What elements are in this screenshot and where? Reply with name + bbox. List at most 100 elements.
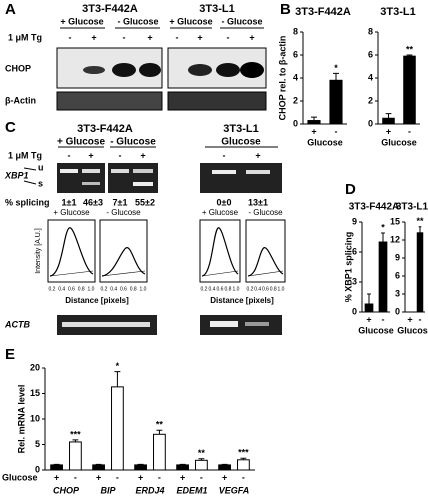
profile-frame	[199, 219, 241, 283]
y-tick-label: 20	[30, 362, 40, 372]
band	[82, 169, 100, 173]
profile-curve	[49, 227, 94, 277]
chart-title: 3T3-F442A	[349, 202, 400, 213]
error-bar	[221, 463, 228, 465]
arrows	[23, 167, 37, 185]
error-bar	[367, 293, 371, 304]
sign: +	[140, 150, 145, 160]
panel-label: A	[5, 1, 16, 18]
splicing-value: 7±1	[113, 197, 128, 207]
bar	[218, 464, 231, 471]
error-bar	[179, 463, 186, 465]
sign: +	[197, 32, 202, 42]
profile-tick: 0.4	[58, 286, 65, 292]
condition: + Glucose	[60, 16, 103, 26]
x-sign: -	[116, 472, 119, 482]
band	[82, 182, 100, 185]
sign: +	[249, 32, 254, 42]
error-bar	[198, 458, 205, 461]
x-sign: +	[180, 472, 185, 482]
x-tick-label: CHOP	[53, 485, 80, 495]
condition: - Glucose	[110, 137, 156, 148]
x-tick-label: -	[335, 126, 338, 136]
error-bar	[95, 463, 102, 465]
x-tick-label: +	[386, 126, 391, 136]
row-label: β-Actin	[5, 95, 36, 105]
profile-tick: 1.0	[278, 286, 285, 292]
cell-line: 3T3-L1	[199, 3, 234, 15]
band	[139, 63, 161, 77]
bar	[176, 464, 189, 471]
band	[133, 169, 153, 173]
profile-curve	[247, 247, 284, 277]
profile-title: + Glucose	[53, 208, 90, 217]
profile-tick: 0.2	[101, 286, 108, 292]
profile-title: - Glucose	[106, 208, 141, 217]
band	[212, 170, 236, 174]
band	[210, 321, 238, 327]
y-tick-label: 9	[395, 252, 400, 262]
band	[240, 62, 264, 78]
profile-frame	[245, 219, 286, 283]
profile-title: + Glucose	[202, 208, 239, 217]
x-tick-label: ERDJ4	[135, 485, 164, 495]
row-label: CHOP	[5, 63, 31, 73]
condition: + Glucose	[169, 16, 212, 26]
significance: **	[416, 216, 424, 226]
profile-xlabel: Distance [pixels]	[210, 296, 274, 305]
condition: Glucose	[221, 137, 261, 148]
x-tick-label: VEGFA	[219, 485, 250, 495]
condition: + Glucose	[57, 137, 106, 148]
profile-tick: 0.6	[262, 286, 269, 292]
panel-label: C	[5, 119, 16, 136]
x-sign: -	[74, 472, 77, 482]
band	[60, 169, 78, 173]
error-bar	[72, 439, 79, 442]
y-tick-label: 6	[368, 49, 373, 59]
profile-tick: 0.2	[49, 286, 56, 292]
bar	[153, 433, 166, 471]
significance: ***	[238, 448, 249, 458]
bar	[307, 120, 321, 125]
significance: ***	[70, 429, 81, 439]
blot-c-actb-2	[200, 315, 282, 335]
x-tick-label: +	[366, 314, 371, 324]
y-tick-label: 6	[352, 246, 357, 256]
profile-xlabel: Distance [pixels]	[65, 296, 129, 305]
baseline	[101, 270, 146, 277]
y-axis-label: CHOP rel. to β-actin	[277, 36, 287, 121]
y-tick-label: 0	[352, 306, 357, 316]
x-sign: +	[96, 472, 101, 482]
blot-a-actin-2	[167, 91, 267, 111]
splicing-value: 1±1	[62, 197, 77, 207]
band	[216, 63, 240, 77]
profile-frame	[99, 219, 148, 283]
x-sign: +	[54, 472, 59, 482]
splicing-value: 0±0	[217, 197, 232, 207]
splicing-label: % splicing	[5, 197, 50, 207]
error-bar	[418, 226, 422, 233]
significance: *	[381, 222, 385, 232]
profile-tick: 0.2	[201, 286, 208, 292]
bar	[237, 459, 250, 471]
significance: **	[406, 44, 414, 54]
y-tick-label: 3	[352, 276, 357, 286]
profile-ylabel: Intensity [A.U.]	[35, 228, 42, 274]
sign: -	[119, 150, 122, 160]
y-tick-label: 0	[395, 306, 400, 316]
error-bar	[385, 113, 392, 119]
error-bar	[310, 116, 318, 121]
treatment: 1 μM Tg	[8, 32, 42, 42]
band	[62, 322, 150, 327]
y-tick-label: 5	[35, 439, 40, 449]
x-tick-label: +	[311, 126, 316, 136]
significance: *	[116, 361, 120, 371]
error-bar	[156, 429, 163, 435]
band	[245, 322, 269, 326]
splicing-value: 46±3	[83, 197, 103, 207]
x-tick-label: -	[408, 126, 411, 136]
condition: - Glucose	[117, 16, 158, 26]
blot-c-xbp1-3	[200, 163, 282, 193]
y-axis-label: % XBP1 splicing	[343, 232, 353, 303]
